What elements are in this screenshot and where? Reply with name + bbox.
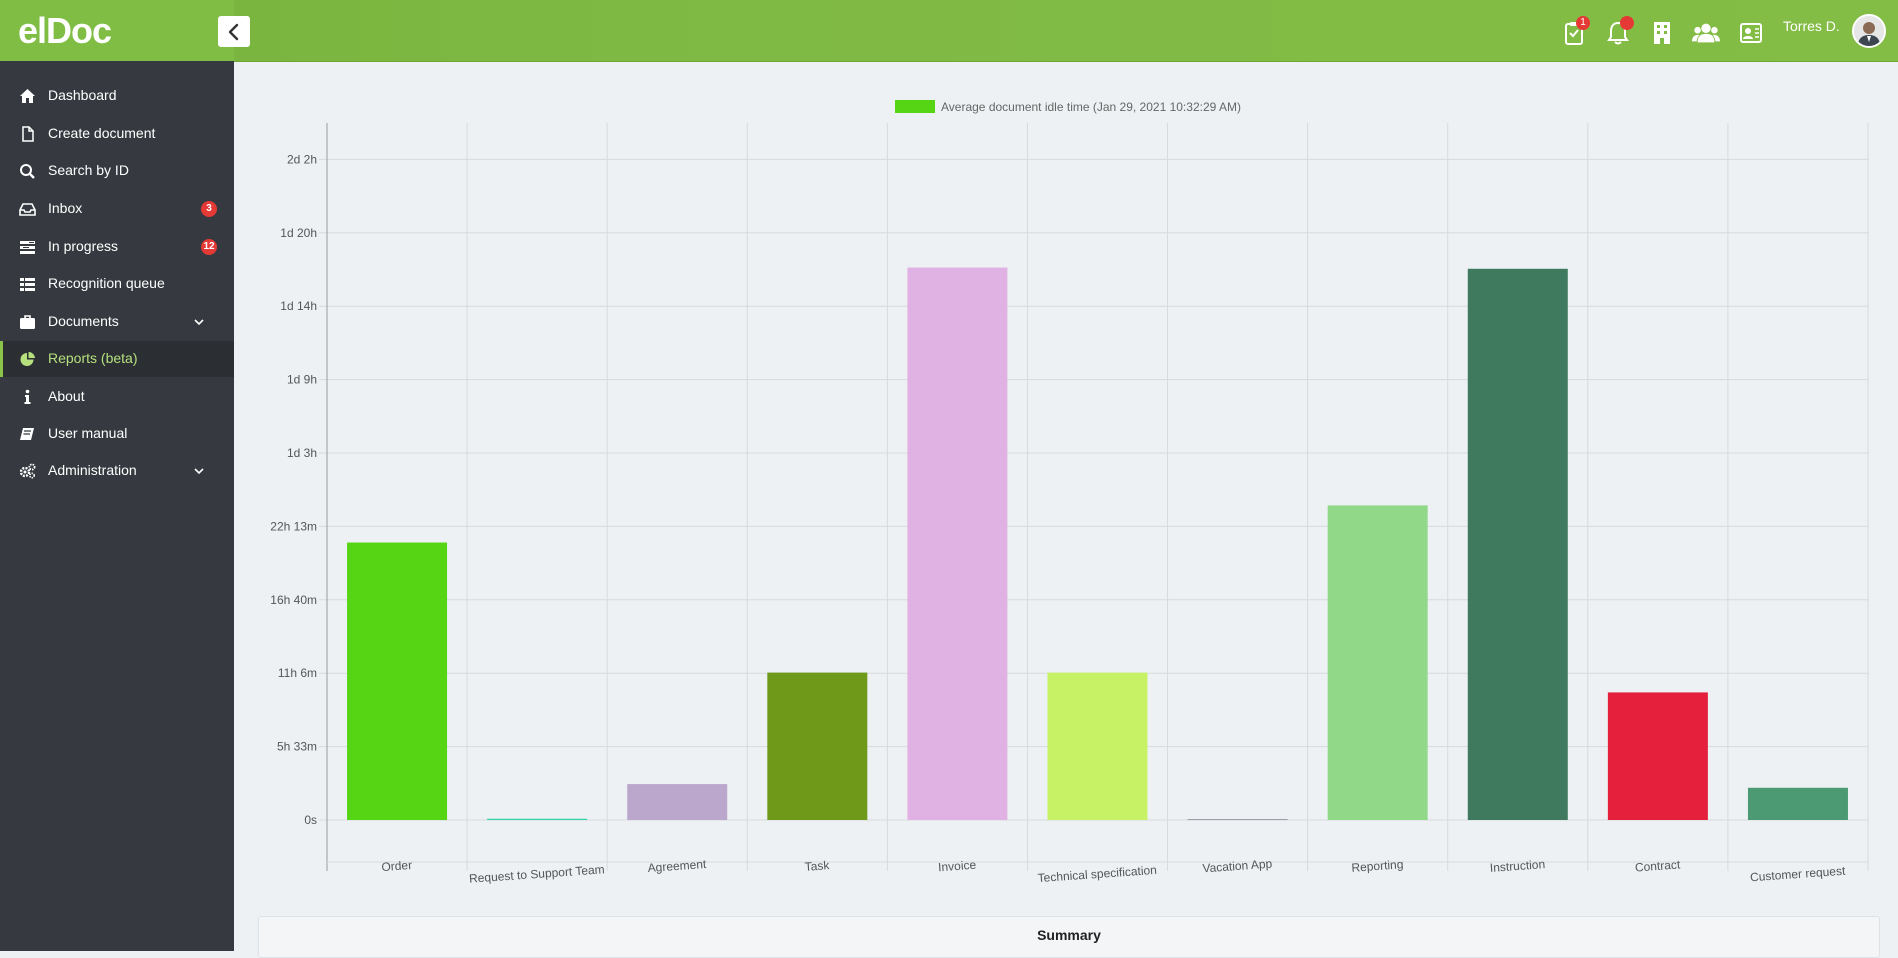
y-tick-label: 1d 14h <box>280 299 317 313</box>
bar[interactable] <box>627 784 728 820</box>
sidebar-item-label: Inbox <box>48 200 83 216</box>
sidebar-item-in-progress[interactable]: In progress 12 <box>0 229 234 265</box>
bar[interactable] <box>1187 819 1288 820</box>
sidebar: Dashboard Create document Search by ID I… <box>0 61 234 951</box>
legend-label: Average document idle time (Jan 29, 2021… <box>941 100 1241 114</box>
sidebar-item-label: Documents <box>48 313 119 329</box>
sidebar-item-label: About <box>48 388 85 404</box>
y-tick-label: 1d 9h <box>287 373 317 387</box>
bar[interactable] <box>907 267 1008 821</box>
in-progress-count-badge: 12 <box>201 239 217 255</box>
chevron-left-icon <box>228 23 239 40</box>
sidebar-item-about[interactable]: About <box>0 379 234 415</box>
idle-time-bar-chart: Average document idle time (Jan 29, 2021… <box>270 100 1869 886</box>
sidebar-item-create-document[interactable]: Create document <box>0 116 234 152</box>
bar[interactable] <box>767 672 868 820</box>
x-tick-label: Order <box>381 858 413 874</box>
sidebar-item-label: Administration <box>48 462 137 478</box>
x-tick-label: Technical specification <box>1037 863 1157 885</box>
bar[interactable] <box>1047 672 1148 820</box>
book-icon <box>20 428 34 440</box>
sidebar-item-recognition-queue[interactable]: Recognition queue <box>0 266 234 302</box>
tasks-badge: 1 <box>1576 16 1590 30</box>
bar[interactable] <box>1327 505 1428 820</box>
user-name[interactable]: Torres D. <box>1783 18 1840 34</box>
x-tick-label: Invoice <box>938 858 977 875</box>
search-icon <box>20 164 35 179</box>
sidebar-item-label: User manual <box>48 425 128 441</box>
info-icon <box>24 389 31 404</box>
y-tick-label: 11h 6m <box>278 666 317 680</box>
sidebar-item-label: Dashboard <box>48 87 117 103</box>
x-tick-label: Reporting <box>1351 857 1404 875</box>
x-tick-label: Customer request <box>1750 864 1847 885</box>
x-tick-label: Contract <box>1634 857 1681 874</box>
sidebar-item-label: Reports (beta) <box>48 350 138 366</box>
sidebar-item-label: In progress <box>48 238 119 254</box>
bar[interactable] <box>1467 268 1568 820</box>
bell-badge <box>1620 16 1634 30</box>
summary-panel[interactable]: Summary <box>258 916 1880 958</box>
inbox-count-badge: 3 <box>201 201 217 217</box>
x-tick-label: Vacation App <box>1202 857 1273 876</box>
sidebar-item-label: Create document <box>48 125 156 141</box>
sidebar-item-user-manual[interactable]: User manual <box>0 416 234 452</box>
sidebar-item-dashboard[interactable]: Dashboard <box>0 78 234 114</box>
bar[interactable] <box>1607 692 1708 820</box>
chevron-down-icon <box>194 468 204 475</box>
bar[interactable] <box>487 818 588 820</box>
sidebar-item-inbox[interactable]: Inbox 3 <box>0 191 234 227</box>
bell-icon[interactable] <box>1604 16 1634 47</box>
sidebar-item-documents[interactable]: Documents <box>0 304 234 340</box>
y-tick-label: 0s <box>304 813 317 827</box>
x-tick-label: Task <box>804 858 831 874</box>
tasks-icon[interactable]: 1 <box>1560 16 1590 47</box>
chevron-down-icon <box>194 319 204 326</box>
list-icon <box>20 278 35 291</box>
y-tick-label: 1d 20h <box>280 226 317 240</box>
building-icon[interactable] <box>1648 19 1676 47</box>
y-tick-label: 2d 2h <box>287 152 317 166</box>
legend-swatch <box>895 100 935 113</box>
sidebar-item-search-by-id[interactable]: Search by ID <box>0 153 234 189</box>
inbox-icon <box>19 203 36 216</box>
y-tick-label: 22h 13m <box>270 519 317 533</box>
file-icon <box>22 126 34 142</box>
y-tick-label: 5h 33m <box>277 740 317 754</box>
sidebar-item-administration[interactable]: Administration <box>0 453 234 489</box>
gears-icon <box>19 463 36 479</box>
collapse-sidebar-button[interactable] <box>218 16 250 47</box>
logo-text: elDoc <box>18 10 112 51</box>
y-tick-label: 1d 3h <box>287 446 317 460</box>
pie-chart-icon <box>20 351 35 366</box>
sidebar-item-label: Search by ID <box>48 162 129 178</box>
summary-title: Summary <box>1037 927 1101 943</box>
sidebar-item-label: Recognition queue <box>48 275 165 291</box>
users-icon[interactable] <box>1692 19 1720 47</box>
x-tick-label: Instruction <box>1489 857 1545 875</box>
y-tick-label: 16h 40m <box>270 593 317 607</box>
main-content: Average document idle time (Jan 29, 2021… <box>234 61 1898 951</box>
bar[interactable] <box>1747 787 1848 820</box>
sidebar-item-reports[interactable]: Reports (beta) <box>0 341 234 377</box>
bar[interactable] <box>347 542 448 820</box>
tasks-list-icon <box>20 241 35 254</box>
avatar[interactable] <box>1852 14 1886 48</box>
x-tick-label: Agreement <box>647 857 707 875</box>
briefcase-icon <box>20 315 35 329</box>
contacts-icon[interactable] <box>1737 19 1765 47</box>
top-bar: elDoc 1 Torres D. <box>0 0 1898 62</box>
home-icon <box>20 89 35 103</box>
x-tick-label: Request to Support Team <box>469 862 606 885</box>
logo[interactable]: elDoc <box>0 0 234 61</box>
